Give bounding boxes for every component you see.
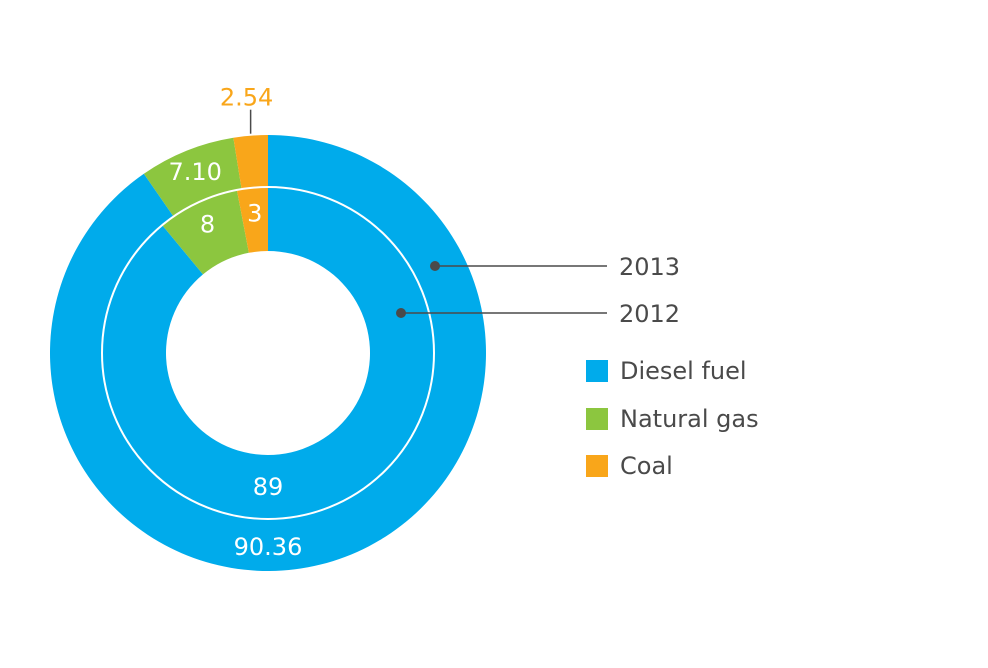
callout-2013-label: 2013 [619,253,680,281]
legend: Diesel fuel Natural gas Coal [586,357,759,480]
legend-label-diesel-fuel: Diesel fuel [620,357,747,385]
callout-2012-label: 2012 [619,300,680,328]
inner-ring-2012 [102,186,435,519]
legend-swatch-natural-gas [586,408,608,430]
inner-slice-diesel-fuel [102,186,435,519]
outer-label-coal: 2.54 [220,84,273,112]
outer-slice-natural-gas [143,137,242,217]
outer-slice-coal [233,135,268,190]
ring-divider [101,186,435,520]
legend-swatch-diesel-fuel [586,360,608,382]
ring-callouts: 2013 2012 [396,253,680,328]
legend-label-natural-gas: Natural gas [620,405,759,433]
inner-label-natural-gas: 8 [200,211,215,239]
inner-slice-coal [236,187,268,253]
slice-labels: 90.36 7.10 2.54 89 8 3 [168,84,302,561]
legend-swatch-coal [586,455,608,477]
outer-label-natural-gas: 7.10 [168,158,221,186]
inner-label-coal: 3 [247,200,262,228]
outer-label-diesel-fuel: 90.36 [234,533,303,561]
outer-ring-2013 [49,135,486,572]
inner-label-diesel-fuel: 89 [253,473,284,501]
inner-slice-natural-gas [162,189,249,275]
legend-label-coal: Coal [620,452,673,480]
